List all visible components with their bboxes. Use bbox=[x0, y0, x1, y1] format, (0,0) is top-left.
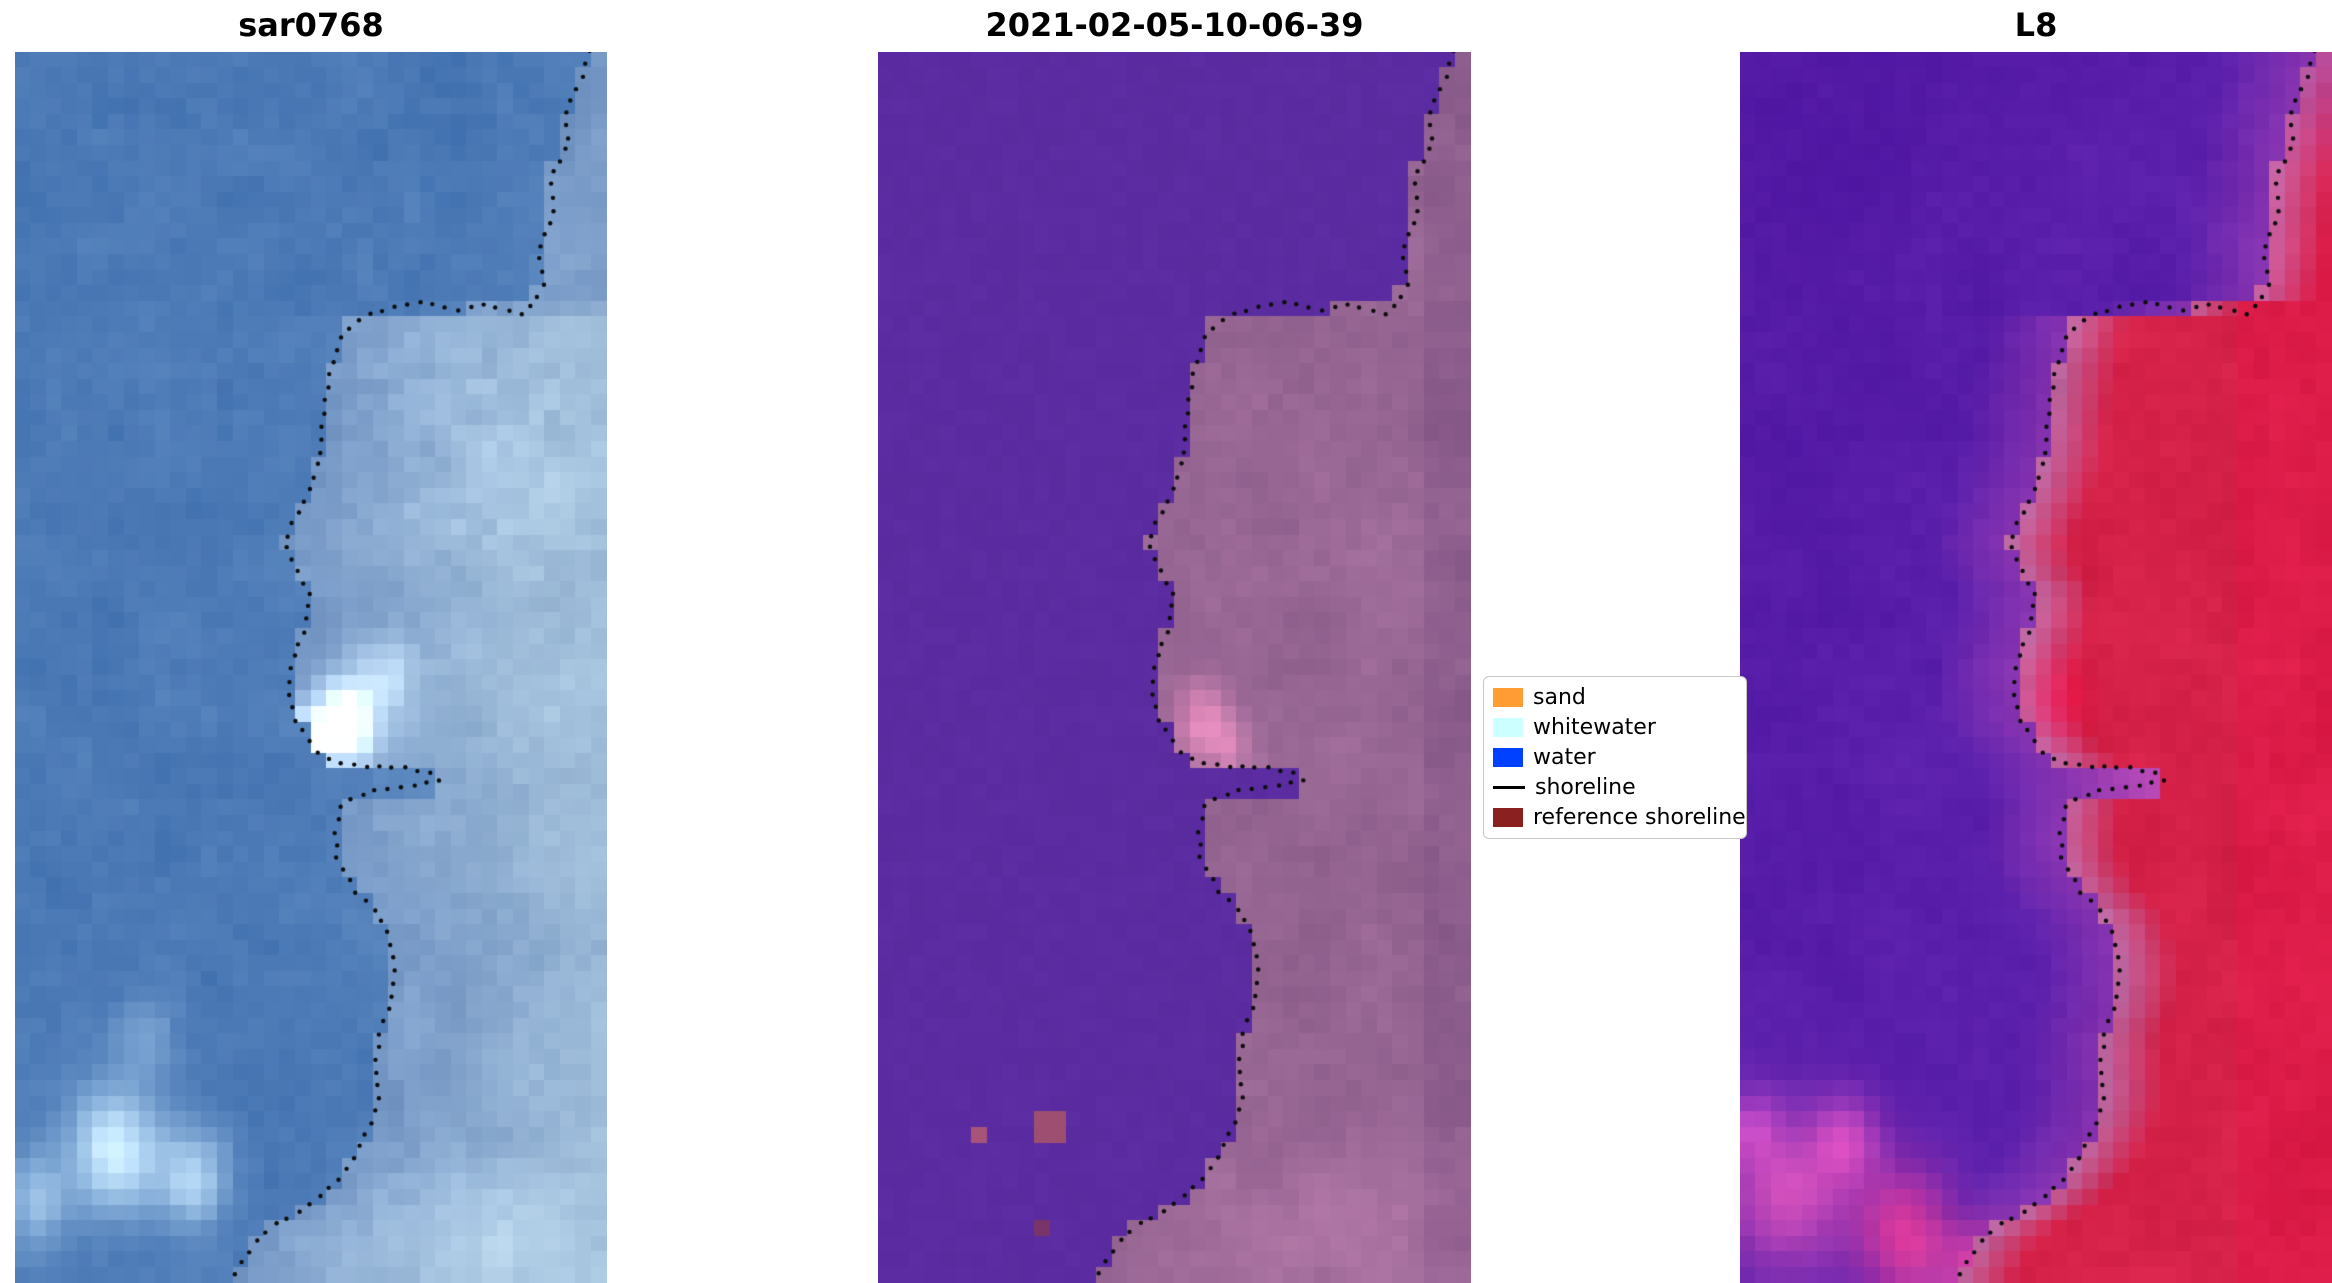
legend-label: shoreline bbox=[1535, 775, 1636, 800]
reference-shoreline-swatch-icon bbox=[1493, 808, 1523, 827]
panel-sar: sar0768 bbox=[15, 6, 607, 1283]
legend-item-sand: sand bbox=[1493, 685, 1737, 710]
legend-label: sand bbox=[1533, 685, 1586, 710]
shoreline-line-icon bbox=[1493, 786, 1525, 789]
panel-l8: L8 bbox=[1740, 6, 2332, 1283]
panel-title-sar: sar0768 bbox=[238, 6, 384, 44]
legend-item-water: water bbox=[1493, 745, 1737, 770]
panel-classified: 2021-02-05-10-06-39 bbox=[878, 6, 1471, 1283]
legend-label: water bbox=[1533, 745, 1596, 770]
sand-swatch-icon bbox=[1493, 688, 1523, 707]
legend-item-whitewater: whitewater bbox=[1493, 715, 1737, 740]
legend-label: reference shoreline bbox=[1533, 805, 1746, 830]
legend-item-reference-shoreline: reference shoreline bbox=[1493, 805, 1746, 830]
classified-image-canvas bbox=[878, 52, 1471, 1283]
legend: sand whitewater water shoreline referenc… bbox=[1483, 676, 1747, 839]
l8-image-canvas bbox=[1740, 52, 2332, 1283]
panel-title-l8: L8 bbox=[2014, 6, 2058, 44]
panel-title-classified: 2021-02-05-10-06-39 bbox=[985, 6, 1364, 44]
sar-image-canvas bbox=[15, 52, 607, 1283]
water-swatch-icon bbox=[1493, 748, 1523, 767]
whitewater-swatch-icon bbox=[1493, 718, 1523, 737]
legend-item-shoreline: shoreline bbox=[1493, 775, 1737, 800]
legend-label: whitewater bbox=[1533, 715, 1656, 740]
